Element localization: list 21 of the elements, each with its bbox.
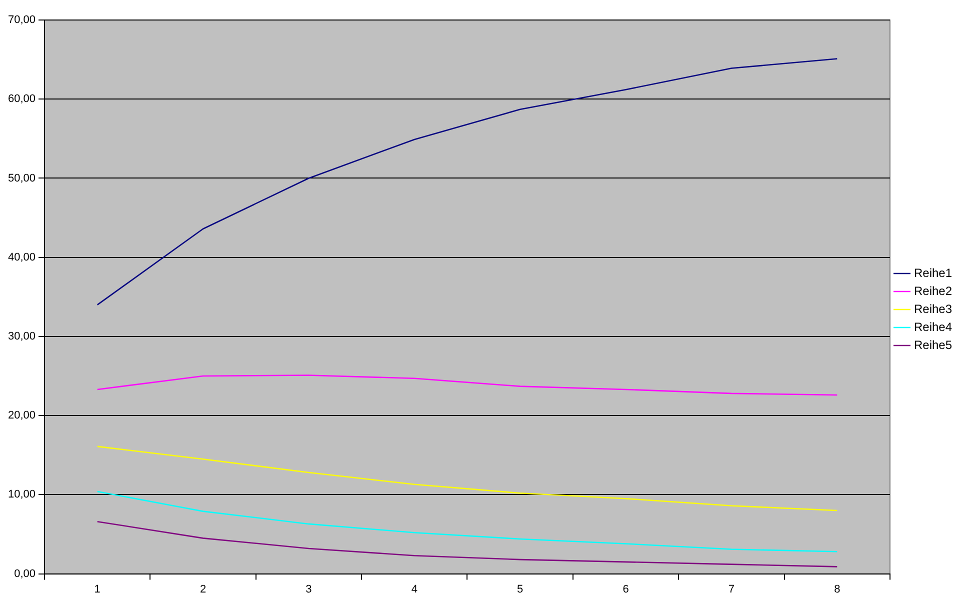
legend-label: Reihe4: [914, 320, 952, 334]
y-tick-label: 60,00: [8, 93, 36, 106]
legend-label: Reihe2: [914, 284, 952, 298]
x-tick-label: 3: [306, 583, 312, 596]
legend-label: Reihe1: [914, 266, 952, 280]
y-tick-label: 40,00: [8, 251, 36, 264]
x-tick-label: 5: [517, 583, 524, 596]
x-tick-label: 7: [728, 583, 735, 596]
y-tick-label: 50,00: [8, 172, 36, 184]
x-tick-label: 6: [622, 583, 629, 596]
legend-label: Reihe3: [914, 302, 952, 316]
y-tick-label: 0,00: [14, 568, 36, 580]
y-tick-label: 30,00: [8, 330, 36, 342]
y-tick-label: 20,00: [8, 410, 36, 422]
legend-label: Reihe5: [914, 338, 952, 352]
y-tick-label: 70,00: [8, 14, 36, 26]
x-tick-label: 1: [94, 583, 100, 596]
x-tick-label: 2: [200, 583, 206, 596]
x-tick-label: 8: [834, 583, 840, 596]
x-tick-label: 4: [411, 583, 418, 596]
y-tick-label: 10,00: [8, 488, 36, 501]
